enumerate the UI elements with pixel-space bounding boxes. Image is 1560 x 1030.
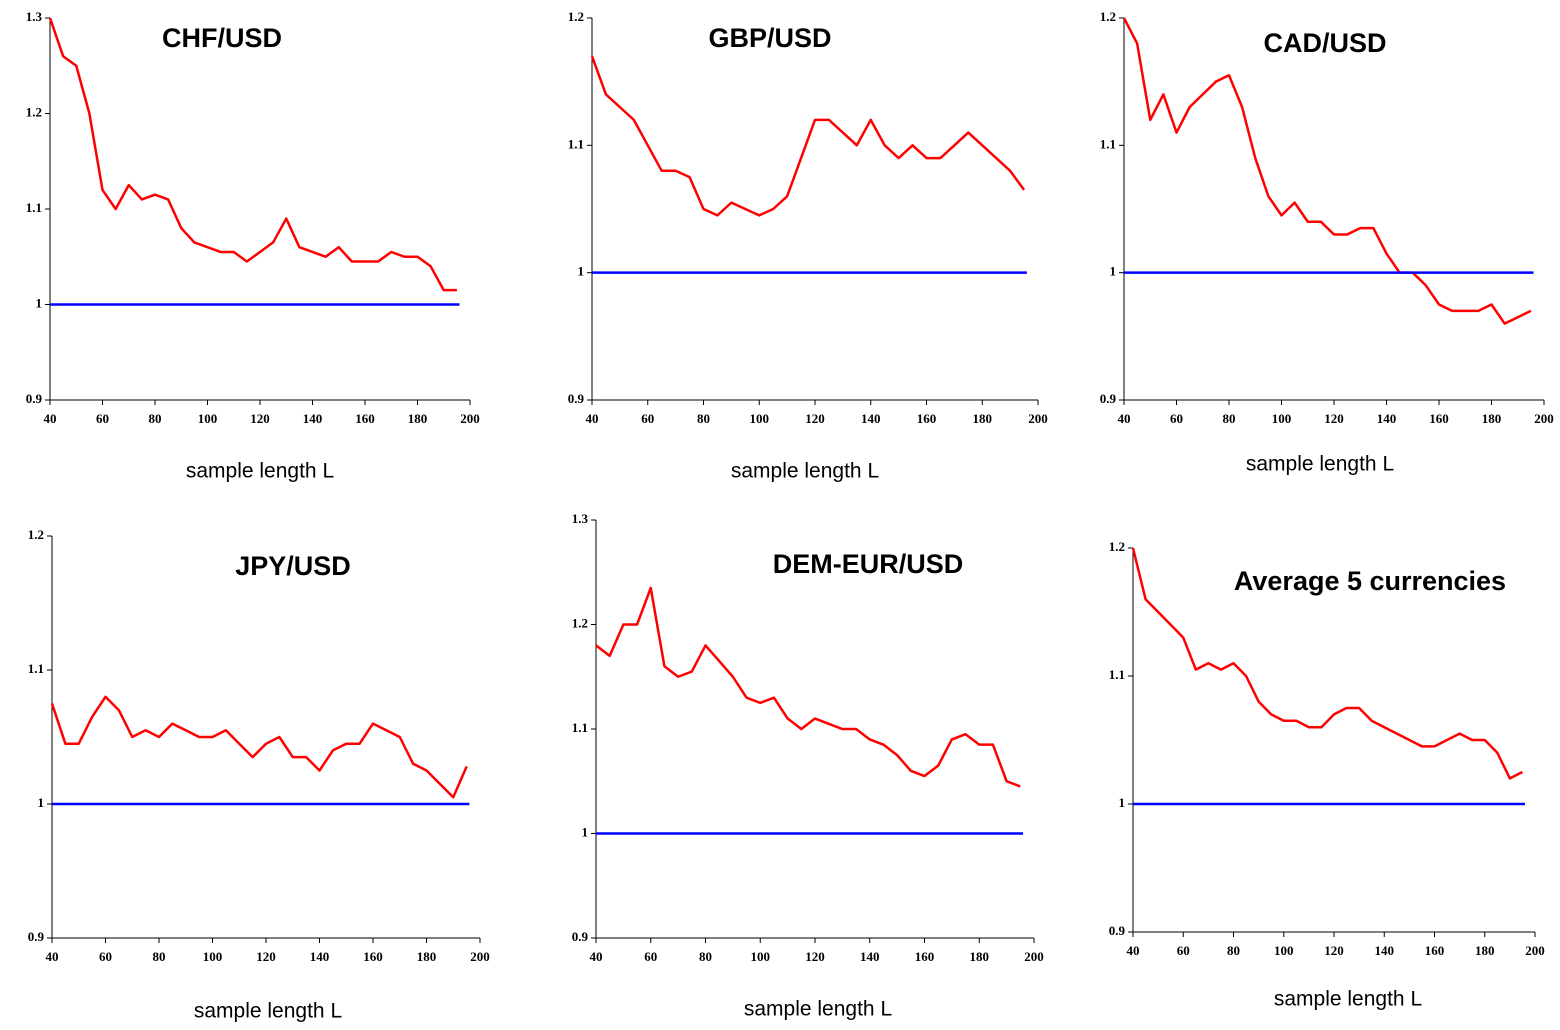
x-tick-label: 40: [586, 411, 599, 426]
x-tick-label: 160: [1429, 411, 1449, 426]
x-tick-label: 40: [1118, 411, 1131, 426]
x-axis-label: sample length L: [1246, 453, 1394, 476]
x-tick-label: 80: [149, 411, 162, 426]
x-tick-label: 180: [973, 411, 993, 426]
x-tick-label: 160: [363, 949, 383, 964]
x-axis-label: sample length L: [1274, 988, 1422, 1011]
data-line: [1131, 547, 1524, 780]
x-tick-label: 40: [44, 411, 57, 426]
y-tick-label: 1.1: [572, 720, 588, 735]
y-tick-label: 1.3: [26, 9, 43, 24]
x-tick-label: 140: [861, 411, 881, 426]
x-tick-label: 60: [99, 949, 112, 964]
y-tick-label: 1: [36, 295, 43, 310]
x-tick-label: 180: [970, 949, 990, 964]
y-tick-label: 1.3: [572, 511, 589, 526]
chart-title: CHF/USD: [162, 23, 282, 53]
x-tick-label: 200: [1028, 411, 1048, 426]
x-tick-label: 80: [699, 949, 712, 964]
x-tick-label: 140: [310, 949, 330, 964]
y-tick-label: 1.2: [568, 9, 584, 24]
x-tick-label: 160: [1425, 943, 1445, 958]
y-tick-label: 1.2: [28, 527, 44, 542]
y-tick-label: 0.9: [26, 391, 43, 406]
chart-title: GBP/USD: [708, 23, 831, 53]
x-tick-label: 200: [1534, 411, 1554, 426]
y-tick-label: 0.9: [28, 929, 45, 944]
x-tick-label: 60: [96, 411, 109, 426]
x-tick-label: 200: [1525, 943, 1545, 958]
x-tick-label: 100: [1274, 943, 1294, 958]
x-tick-label: 160: [355, 411, 375, 426]
x-tick-label: 80: [697, 411, 710, 426]
x-tick-label: 140: [860, 949, 880, 964]
y-tick-label: 1.2: [1100, 9, 1116, 24]
data-line: [595, 586, 1021, 788]
x-tick-label: 40: [1127, 943, 1140, 958]
x-tick-label: 180: [417, 949, 437, 964]
x-tick-label: 100: [750, 411, 770, 426]
x-tick-label: 120: [1324, 411, 1344, 426]
x-tick-label: 120: [256, 949, 276, 964]
data-line: [48, 17, 457, 292]
x-tick-label: 100: [198, 411, 218, 426]
data-line: [1122, 17, 1532, 325]
x-axis-label: sample length L: [731, 460, 879, 483]
x-tick-label: 80: [1223, 411, 1236, 426]
y-tick-label: 1.1: [28, 661, 44, 676]
x-tick-label: 40: [590, 949, 603, 964]
x-tick-label: 140: [303, 411, 323, 426]
x-tick-label: 120: [250, 411, 270, 426]
y-tick-label: 0.9: [572, 929, 589, 944]
x-tick-label: 200: [470, 949, 490, 964]
y-tick-label: 1.1: [1100, 136, 1116, 151]
x-tick-label: 160: [917, 411, 937, 426]
chart-title: CAD/USD: [1263, 28, 1386, 58]
y-tick-label: 1.1: [1109, 667, 1125, 682]
x-tick-label: 120: [1324, 943, 1344, 958]
x-tick-label: 60: [644, 949, 657, 964]
y-tick-label: 1: [1119, 795, 1126, 810]
x-tick-label: 200: [1024, 949, 1044, 964]
y-tick-label: 1.2: [1109, 539, 1125, 554]
data-line: [590, 55, 1026, 217]
x-tick-label: 100: [1272, 411, 1292, 426]
x-tick-label: 60: [641, 411, 654, 426]
x-tick-label: 140: [1375, 943, 1395, 958]
y-tick-label: 1: [578, 264, 585, 279]
x-tick-label: 40: [46, 949, 59, 964]
x-tick-label: 160: [915, 949, 935, 964]
x-tick-label: 60: [1177, 943, 1190, 958]
data-line: [50, 695, 468, 799]
y-tick-label: 1.1: [26, 200, 42, 215]
x-tick-label: 100: [751, 949, 771, 964]
x-tick-label: 180: [1475, 943, 1495, 958]
x-tick-label: 60: [1170, 411, 1183, 426]
x-tick-label: 80: [153, 949, 166, 964]
x-tick-label: 120: [805, 411, 825, 426]
x-tick-label: 180: [408, 411, 428, 426]
chart-title: Average 5 currencies: [1234, 566, 1506, 596]
x-axis-label: sample length L: [186, 460, 334, 483]
y-tick-label: 1.2: [26, 104, 42, 119]
x-tick-label: 80: [1227, 943, 1240, 958]
y-tick-label: 0.9: [568, 391, 585, 406]
y-tick-label: 1: [38, 795, 45, 810]
x-tick-label: 200: [460, 411, 480, 426]
x-axis-label: sample length L: [194, 1000, 342, 1023]
x-tick-label: 180: [1482, 411, 1502, 426]
y-tick-label: 1: [582, 824, 589, 839]
y-tick-label: 0.9: [1109, 923, 1126, 938]
x-tick-label: 140: [1377, 411, 1397, 426]
x-tick-label: 100: [203, 949, 223, 964]
y-tick-label: 1: [1110, 264, 1117, 279]
y-tick-label: 1.2: [572, 615, 588, 630]
y-tick-label: 1.1: [568, 136, 584, 151]
x-axis-label: sample length L: [744, 998, 892, 1021]
chart-title: DEM-EUR/USD: [773, 549, 964, 579]
chart-title: JPY/USD: [235, 551, 351, 581]
x-tick-label: 120: [805, 949, 825, 964]
y-tick-label: 0.9: [1100, 391, 1117, 406]
